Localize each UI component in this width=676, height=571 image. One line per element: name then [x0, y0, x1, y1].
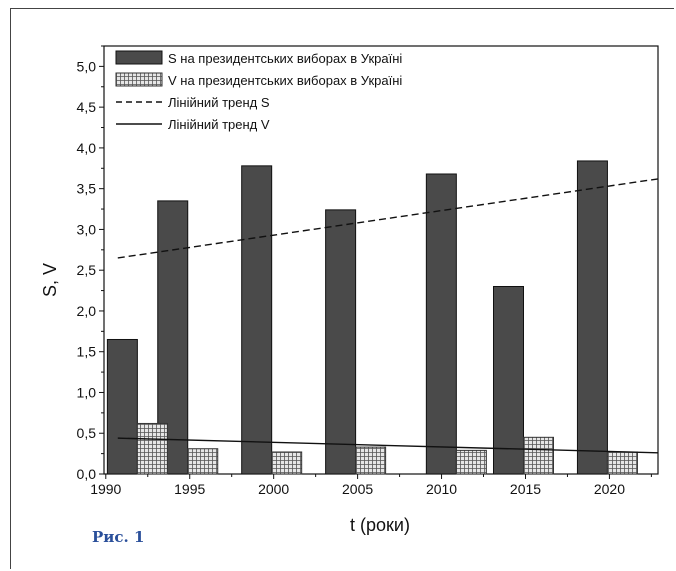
y-tick-label: 2,0: [77, 303, 97, 319]
y-tick-label: 0,5: [77, 425, 97, 441]
y-tick-label: 3,5: [77, 181, 97, 197]
v-bar: [606, 451, 638, 475]
s-bar: [106, 338, 138, 475]
x-tick-label: 1990: [90, 481, 121, 497]
legend-swatch-v: [115, 72, 163, 87]
v-bar: [271, 451, 303, 475]
y-tick-label: 4,5: [77, 99, 97, 115]
trend-line-s: [117, 178, 659, 259]
v-bar: [455, 449, 487, 475]
v-bar: [522, 436, 554, 475]
y-tick-label: 3,0: [77, 221, 97, 237]
x-tick-label: 2020: [594, 481, 625, 497]
y-tick-label: 5,0: [77, 58, 97, 74]
bars-layer: [106, 160, 638, 475]
v-bar: [355, 446, 387, 475]
page-top-strip: [0, 0, 676, 8]
v-bar: [136, 422, 168, 475]
x-tick-label: 2010: [426, 481, 457, 497]
s-bar: [325, 209, 357, 475]
legend-label: Лінійний тренд S: [168, 95, 270, 110]
legend-swatch-s: [115, 50, 163, 65]
y-tick-label: 4,0: [77, 140, 97, 156]
trend-line-v: [117, 437, 659, 454]
figure-caption: Рис. 1: [92, 528, 145, 546]
y-tick-label: 2,5: [77, 262, 97, 278]
x-tick-label: 2000: [258, 481, 289, 497]
s-bar: [241, 165, 273, 475]
axes-layer: 0,0 0,5 1,0 1,5 2,0 2,5 3,0 3,5 4,0 4,5 5,0 1990 199…: [77, 45, 652, 497]
y-tick-label: 0,0: [77, 466, 97, 482]
legend-label: S на президентських виборах в Україні: [168, 51, 402, 66]
trend-layer: [117, 178, 659, 454]
x-axis-title: t (роки): [350, 515, 410, 535]
s-bar: [492, 285, 524, 475]
x-tick-label: 2005: [342, 481, 373, 497]
s-bar: [576, 160, 608, 475]
legend: S на президентських виборах в Україні V н…: [115, 50, 402, 132]
legend-label: Лінійний тренд V: [168, 117, 270, 132]
y-tick-label: 1,5: [77, 344, 97, 360]
v-bar: [187, 448, 219, 475]
y-tick-label: 1,0: [77, 384, 97, 400]
legend-label: V на президентських виборах в Україні: [168, 73, 402, 88]
x-tick-label: 1995: [174, 481, 205, 497]
y-axis-title: S, V: [40, 263, 60, 297]
x-tick-label: 2015: [510, 481, 541, 497]
s-bar: [425, 173, 457, 475]
